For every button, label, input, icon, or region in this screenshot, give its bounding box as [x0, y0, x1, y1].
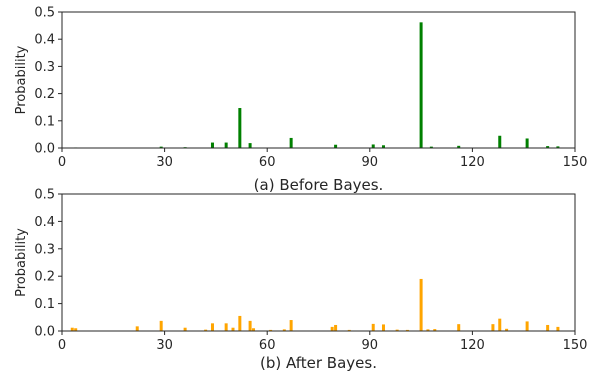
bar-b-4: [183, 327, 187, 331]
y-tick-label-a-3: 0.3: [34, 60, 55, 75]
x-tick-label-b-1: 30: [156, 338, 173, 353]
caption-a: (a) Before Bayes.: [254, 176, 384, 194]
bar-a-11: [419, 22, 423, 149]
bar-a-8: [334, 144, 338, 148]
bar-b-22: [419, 278, 423, 331]
bar-a-14: [498, 135, 502, 148]
y-tick-label-a-0: 0.0: [34, 142, 55, 157]
bar-b-5: [204, 329, 208, 331]
bar-a-7: [289, 137, 293, 148]
plot-frame-a: [61, 11, 576, 149]
x-tick-label-a-5: 150: [563, 155, 588, 170]
bar-b-9: [238, 315, 242, 331]
bar-b-21: [405, 329, 409, 331]
bar-b-27: [498, 318, 502, 331]
x-tick-label-b-5: 150: [563, 338, 588, 353]
plot-frame-b: [61, 193, 576, 332]
bar-a-5: [238, 108, 242, 148]
y-axis-label-b: Probability: [14, 228, 29, 297]
bar-b-11: [252, 328, 256, 331]
bar-b-12: [269, 329, 273, 331]
bar-a-6: [248, 143, 252, 148]
bar-b-17: [347, 329, 351, 331]
bar-b-15: [330, 326, 334, 331]
bar-a-1: [159, 146, 163, 148]
bar-a-3: [210, 142, 214, 148]
bar-b-23: [426, 329, 430, 331]
x-tick-label-a-3: 90: [362, 155, 379, 170]
bar-b-18: [371, 323, 375, 331]
x-tick-label-b-4: 120: [460, 338, 485, 353]
bar-b-31: [556, 326, 560, 331]
x-tick-label-a-4: 120: [460, 155, 485, 170]
x-tick-label-b-2: 60: [259, 338, 276, 353]
bar-b-3: [159, 320, 163, 331]
y-tick-label-a-4: 0.4: [34, 33, 55, 48]
bar-b-7: [224, 323, 228, 331]
bar-b-13: [282, 329, 286, 331]
bar-b-24: [433, 329, 437, 331]
bar-b-1: [74, 328, 78, 331]
bar-a-12: [429, 146, 433, 148]
bar-b-2: [135, 326, 139, 331]
y-tick-label-b-0: 0.0: [34, 325, 55, 340]
bar-b-19: [381, 324, 385, 331]
y-tick-label-a-1: 0.1: [34, 114, 55, 129]
bar-b-16: [334, 324, 338, 331]
y-axis-label-a: Probability: [14, 45, 29, 114]
bar-b-28: [505, 328, 509, 331]
bar-b-14: [289, 320, 293, 331]
x-tick-label-b-0: 0: [58, 338, 66, 353]
caption-b: (b) After Bayes.: [260, 354, 377, 372]
bar-a-9: [371, 144, 375, 148]
x-tick-label-a-0: 0: [58, 155, 66, 170]
y-tick-label-b-4: 0.4: [34, 215, 55, 230]
y-tick-label-a-2: 0.2: [34, 87, 55, 102]
bar-b-6: [210, 323, 214, 331]
bar-b-20: [395, 329, 399, 331]
y-tick-label-b-2: 0.2: [34, 270, 55, 285]
x-tick-label-b-3: 90: [362, 338, 379, 353]
y-tick-label-b-5: 0.5: [34, 188, 55, 203]
bar-a-16: [546, 146, 550, 148]
bar-b-30: [546, 324, 550, 331]
y-tick-label-b-1: 0.1: [34, 297, 55, 312]
bar-b-8: [231, 327, 235, 331]
y-tick-label-b-3: 0.3: [34, 242, 55, 257]
bar-b-10: [248, 320, 252, 331]
bar-b-29: [525, 321, 529, 331]
x-tick-label-a-1: 30: [156, 155, 173, 170]
bar-a-15: [525, 138, 529, 148]
bar-a-17: [556, 146, 560, 148]
bar-a-13: [457, 145, 461, 148]
bar-b-0: [70, 327, 74, 331]
bar-b-25: [457, 324, 461, 331]
bar-b-26: [491, 324, 495, 331]
bar-a-4: [224, 142, 228, 148]
x-tick-label-a-2: 60: [259, 155, 276, 170]
y-tick-label-a-5: 0.5: [34, 6, 55, 21]
bar-a-10: [381, 145, 385, 148]
